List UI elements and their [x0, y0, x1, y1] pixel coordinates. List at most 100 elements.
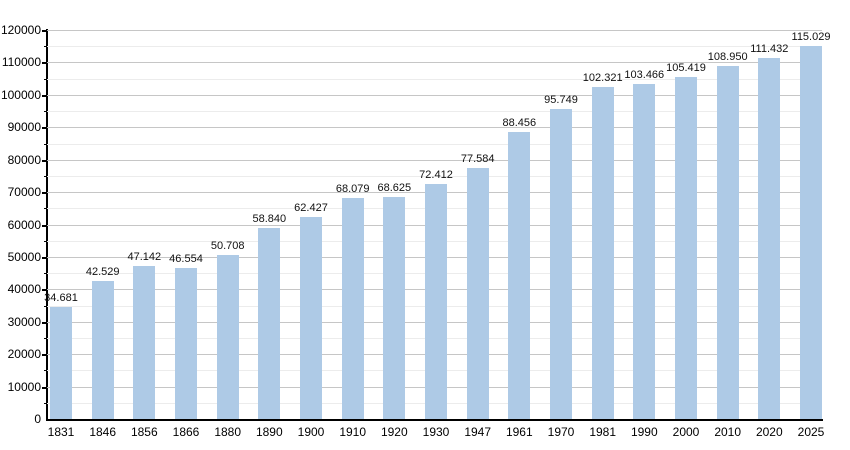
y-major-tick	[42, 321, 47, 324]
bar-value-label: 50.708	[210, 239, 245, 252]
bar-value-label: 46.554	[169, 253, 203, 266]
x-axis-tick-label: 1961	[505, 425, 533, 439]
x-axis-tick-label: 1880	[214, 425, 242, 439]
y-axis-tick-label: 10000	[7, 379, 41, 394]
x-axis-tick-label: 1900	[297, 425, 325, 439]
y-minor-tick	[44, 370, 47, 372]
y-minor-tick	[44, 402, 47, 404]
bar-2000	[675, 77, 697, 419]
bar-2010	[716, 65, 739, 419]
bar-value-label: 103.466	[624, 68, 665, 81]
bar-value-label: 68.625	[377, 181, 412, 194]
bar-1961	[508, 132, 531, 419]
x-axis-tick-label: 2025	[797, 425, 825, 439]
y-minor-tick	[44, 338, 47, 339]
bar-value-label: 68.079	[335, 183, 370, 196]
bar-1831	[50, 306, 72, 419]
bar-value-label: 88.456	[502, 117, 537, 130]
major-gridline	[47, 94, 822, 96]
y-minor-tick	[44, 111, 47, 112]
y-minor-tick	[44, 208, 47, 210]
bar-1900	[300, 216, 322, 419]
y-major-tick	[42, 256, 47, 259]
bar-1970	[550, 108, 572, 419]
y-axis-tick-label: 60000	[7, 217, 41, 232]
y-major-tick	[42, 30, 47, 32]
bar-value-label: 77.584	[460, 152, 495, 165]
y-minor-tick	[44, 273, 47, 275]
bar-1846	[91, 281, 114, 419]
bar-1930	[425, 184, 447, 419]
major-gridline	[47, 127, 822, 129]
bar-value-label: 34.681	[44, 291, 78, 304]
x-axis-tick-label: 1866	[172, 425, 200, 439]
x-axis-tick-label: 1831	[47, 425, 75, 439]
bar-value-label: 115.029	[791, 31, 831, 44]
y-major-tick	[42, 159, 47, 162]
x-axis-tick-label: 1930	[422, 425, 450, 439]
x-axis-tick-label: 1910	[339, 425, 367, 439]
major-gridline	[47, 30, 822, 31]
x-axis-tick-label: 1970	[547, 425, 575, 439]
y-axis-tick-label: 110000	[1, 55, 41, 70]
x-axis-tick-label: 1920	[380, 425, 408, 439]
y-axis-tick-label: 120000	[0, 23, 41, 37]
y-axis-tick-label: 70000	[7, 185, 41, 200]
y-axis-tick-label: 80000	[7, 152, 41, 167]
y-minor-tick	[44, 240, 47, 242]
bar-value-label: 47.142	[127, 251, 162, 264]
y-axis-tick-label: 20000	[7, 347, 41, 362]
bar-value-label: 72.412	[419, 169, 453, 182]
minor-gridline	[47, 111, 822, 112]
bar-value-label: 105.419	[666, 62, 706, 75]
bar-1866	[175, 268, 197, 419]
x-axis-tick-label: 1990	[630, 425, 658, 439]
y-axis-tick-label: 30000	[7, 314, 41, 329]
x-axis-tick-label: 2020	[755, 425, 783, 439]
x-axis-tick-label: 1846	[89, 425, 117, 439]
minor-gridline	[47, 78, 822, 80]
minor-gridline	[47, 46, 822, 48]
y-major-tick	[42, 224, 47, 227]
y-axis-tick-label: 0	[34, 412, 41, 426]
y-minor-tick	[44, 46, 47, 48]
y-axis-tick-label: 50000	[7, 249, 41, 264]
bar-1880	[216, 254, 239, 419]
y-major-tick	[42, 386, 47, 389]
bar-value-label: 42.529	[85, 266, 120, 279]
bar-1890	[258, 228, 281, 419]
y-major-tick	[42, 289, 47, 292]
x-axis-tick-label: 1890	[255, 425, 283, 439]
bar-1920	[383, 196, 406, 419]
y-major-tick	[42, 354, 47, 357]
y-minor-tick	[44, 175, 47, 177]
x-axis-line	[46, 419, 823, 421]
bar-2025	[800, 46, 822, 419]
minor-gridline	[47, 143, 822, 145]
x-axis-tick-label: 1947	[464, 425, 492, 439]
bar-value-label: 102.321	[582, 72, 623, 85]
bar-value-label: 62.427	[294, 201, 328, 214]
bar-1856	[133, 266, 156, 419]
y-minor-tick	[44, 78, 47, 80]
bar-value-label: 58.840	[252, 213, 287, 226]
bar-1947	[466, 167, 489, 419]
x-axis-tick-label: 1856	[130, 425, 158, 439]
y-major-tick	[42, 94, 47, 97]
bar-value-label: 111.432	[750, 42, 789, 55]
x-axis-tick-label: 2000	[672, 425, 700, 439]
bar-value-label: 108.950	[707, 50, 748, 63]
y-major-tick	[42, 127, 47, 130]
bar-1990	[633, 83, 656, 419]
y-major-tick	[42, 62, 47, 65]
y-axis-tick-label: 40000	[7, 282, 41, 297]
bar-2020	[758, 57, 781, 419]
y-minor-tick	[44, 143, 47, 145]
y-minor-tick	[44, 305, 47, 307]
y-axis-tick-label: 100000	[0, 87, 41, 102]
major-gridline	[47, 159, 822, 161]
bar-value-label: 95.749	[544, 93, 578, 106]
bar-1910	[341, 198, 364, 419]
x-axis-tick-label: 2010	[714, 425, 742, 439]
